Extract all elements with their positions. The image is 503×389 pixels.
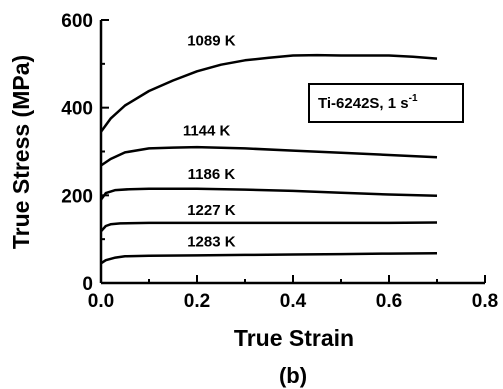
x-tick-label: 0.0 [88,291,114,312]
series-lines [99,53,438,265]
x-tick-label: 0.8 [472,291,498,312]
annotation-text: Ti-6242S, 1 s [318,95,409,112]
x-tick-label: 0.6 [376,291,402,312]
series-line-4 [100,251,438,265]
x-tick-label: 0.4 [280,291,307,312]
svg-text:Ti-6242S, 1 s-1: Ti-6242S, 1 s-1 [318,93,418,112]
series-label: 1227 K [187,202,236,219]
series-line-2 [99,187,438,201]
x-tick-label: 0.2 [184,291,210,312]
x-axis-title: True Strain [234,325,354,351]
annotation-superscript: -1 [409,93,418,104]
series-line-0 [99,53,438,133]
series-label: 1186 K [188,166,236,183]
series-line-3 [100,221,438,233]
annotation-box: Ti-6242S, 1 s-1 [308,83,464,123]
series-line-1 [100,145,438,167]
y-tick-label: 600 [61,11,93,32]
y-axis-title: True Stress (MPa) [8,55,34,249]
y-tick-label: 400 [61,99,93,120]
y-tick-label: 200 [61,186,93,207]
y-tick-label: 0 [82,274,93,295]
series-label: 1283 K [187,233,236,250]
series-labels: 1089 K 1144 K 1186 K 1227 K 1283 K [183,32,236,250]
series-label: 1144 K [183,122,231,139]
figure-caption: (b) [279,363,307,388]
axes: 0.0 0.2 0.4 0.6 0.8 0 200 400 600 [61,11,498,312]
series-label: 1089 K [187,32,236,49]
